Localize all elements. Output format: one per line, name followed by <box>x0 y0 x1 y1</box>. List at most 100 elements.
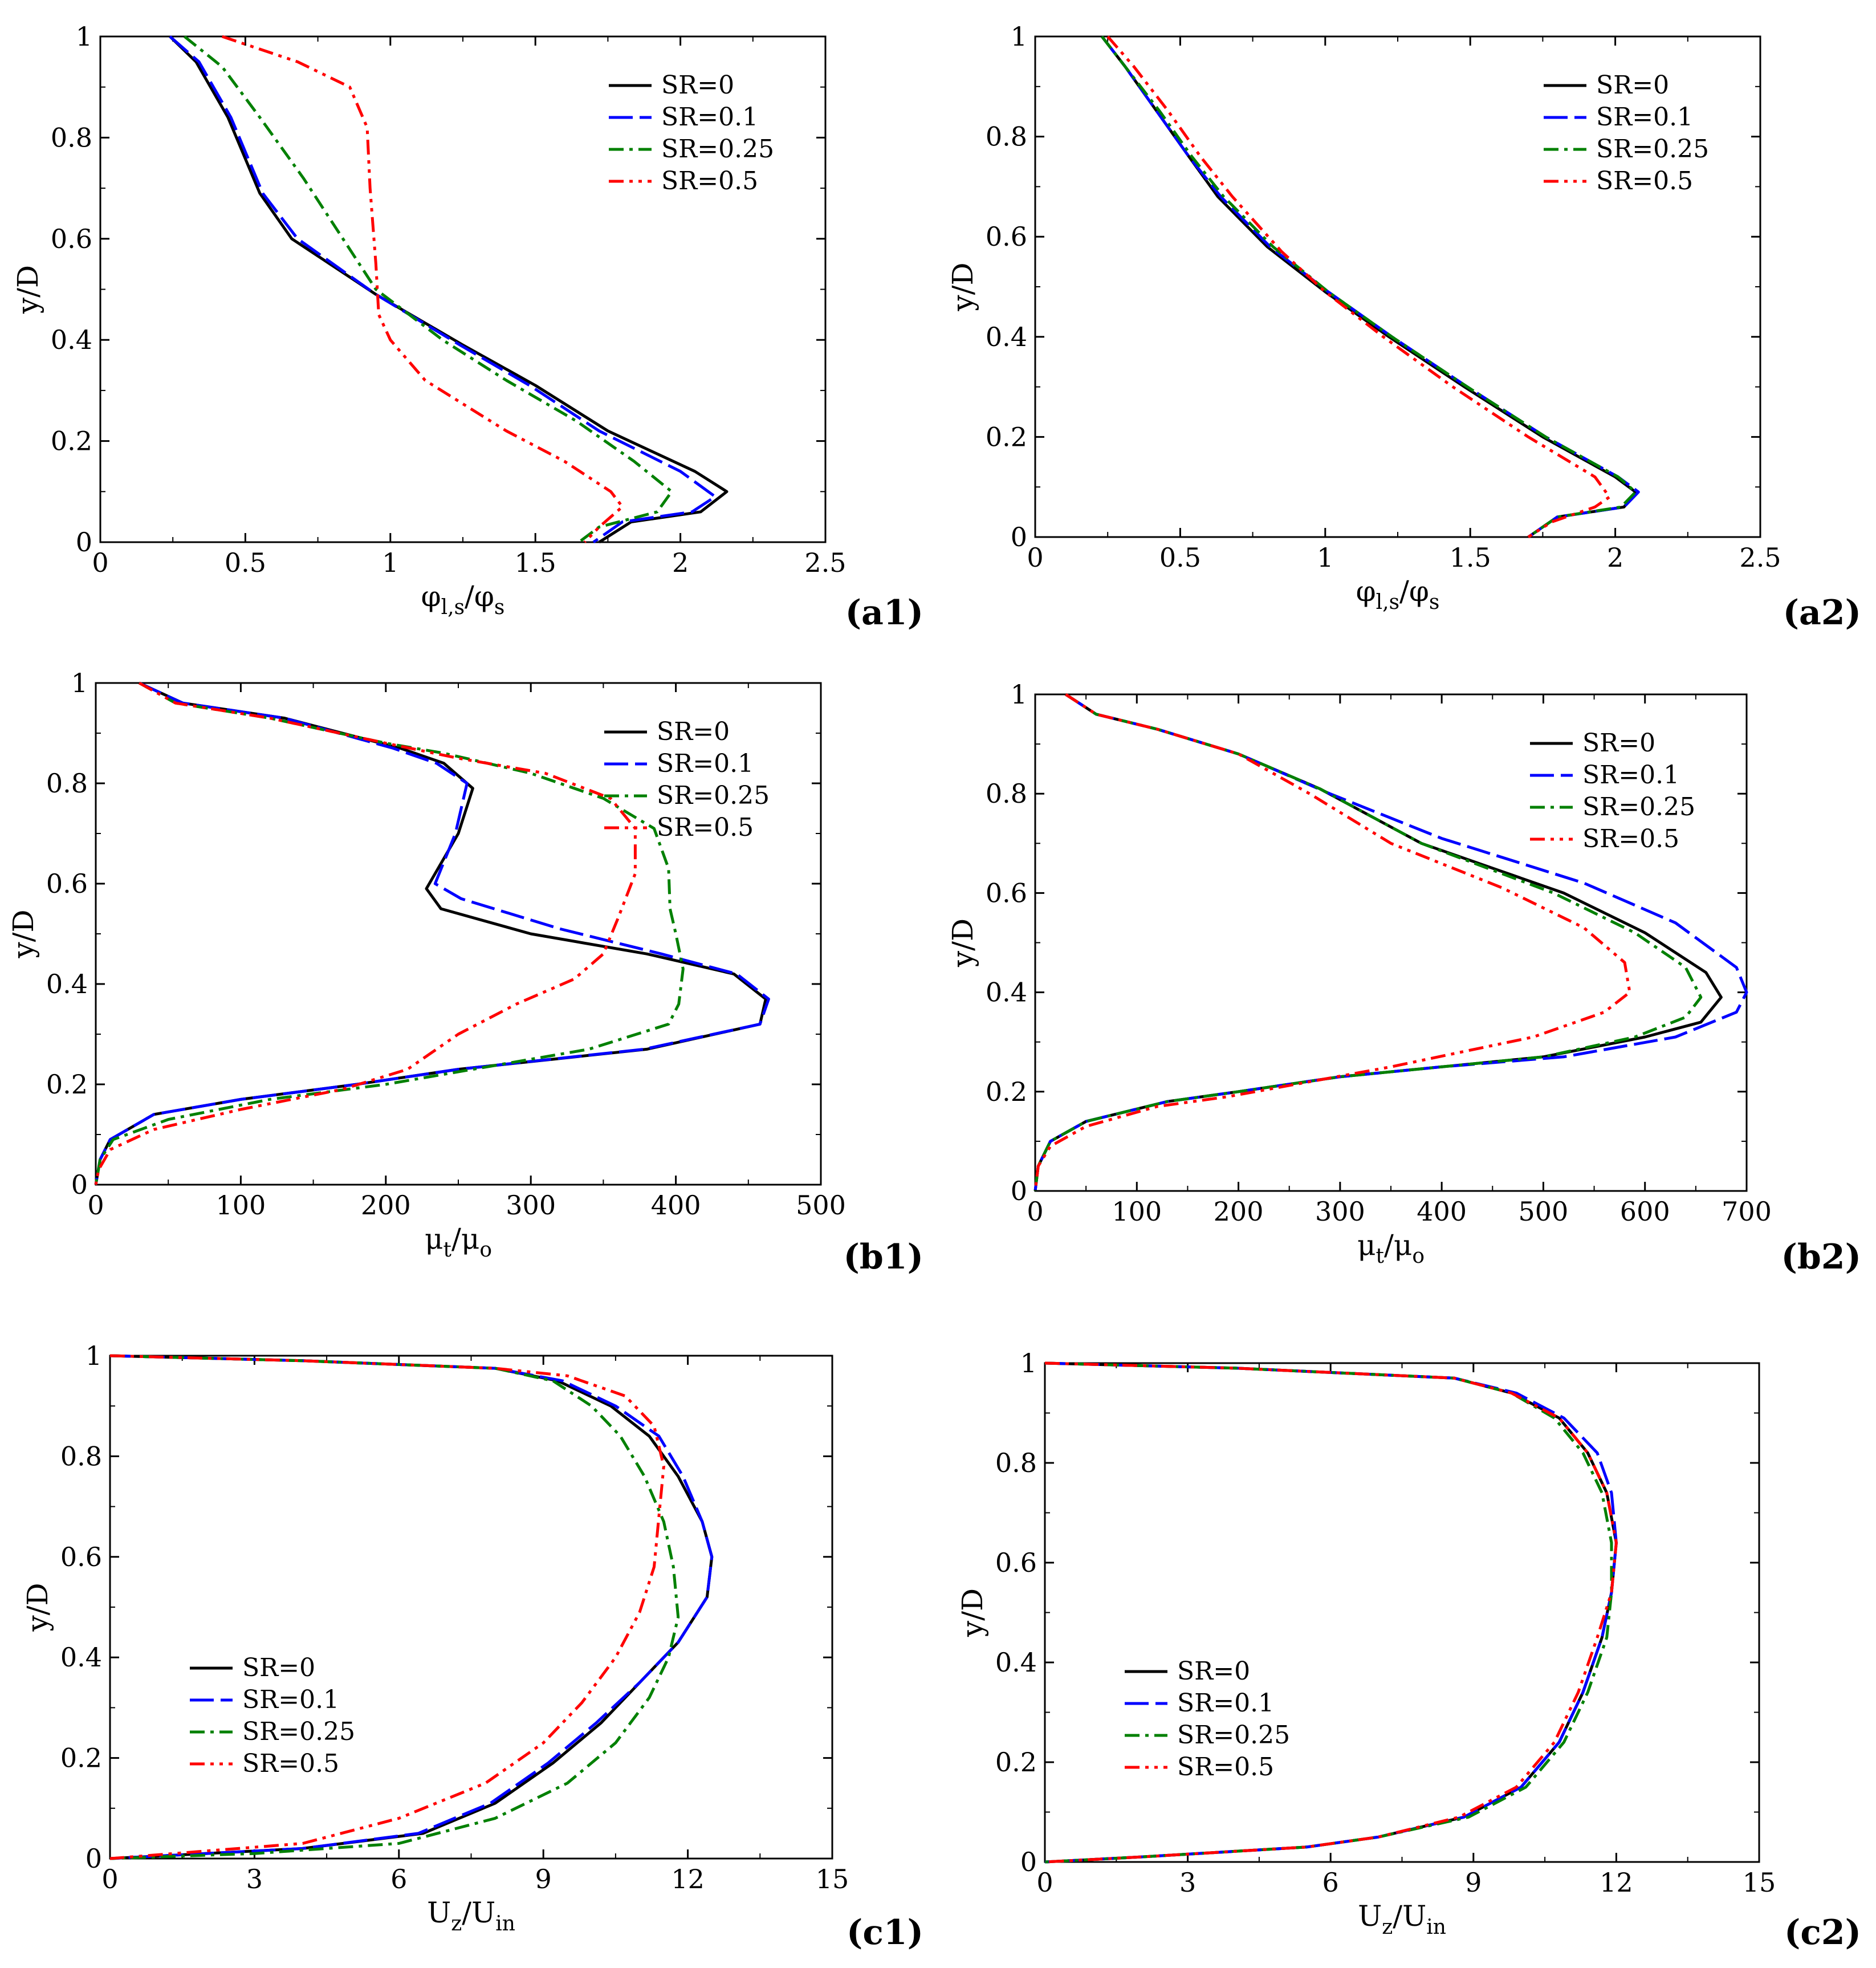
series-line-SR-0_25 <box>94 681 685 1185</box>
series-line-SR-0_5 <box>1033 693 1631 1192</box>
panel-label: (b1) <box>844 1237 923 1277</box>
x-tick-label: 0 <box>1027 1196 1043 1227</box>
series-line-SR-0_5 <box>109 1354 665 1860</box>
y-tick-label: 0 <box>71 1169 88 1200</box>
series-line-SR-0 <box>1044 1361 1618 1864</box>
x-tick-label: 6 <box>1322 1867 1339 1898</box>
y-tick-label: 0 <box>1011 522 1027 552</box>
legend-entry: SR=0.1 <box>657 749 754 778</box>
y-axis-label: y/D <box>7 909 40 958</box>
series-line-SR-0 <box>109 1354 714 1860</box>
legend-entry: SR=0.5 <box>242 1749 339 1778</box>
x-tick-label: 200 <box>1214 1196 1264 1227</box>
legend-entry: SR=0.25 <box>661 135 774 164</box>
y-tick-label: 0.6 <box>60 1542 102 1572</box>
y-tick-label: 0.2 <box>60 1743 102 1774</box>
y-axis-label: y/D <box>11 265 44 314</box>
y-tick-label: 1 <box>76 21 92 52</box>
x-tick-label: 400 <box>1417 1196 1467 1227</box>
legend-entry: SR=0.25 <box>242 1717 355 1746</box>
y-tick-label: 1 <box>86 1340 102 1371</box>
y-tick-label: 0.8 <box>995 1447 1037 1478</box>
x-tick-label: 3 <box>1179 1867 1196 1898</box>
x-tick-label: 500 <box>1519 1196 1569 1227</box>
x-tick-label: 9 <box>535 1864 552 1894</box>
y-axis-label: y/D <box>946 918 979 967</box>
x-tick-label: 2 <box>672 547 689 578</box>
x-tick-label: 0 <box>87 1190 104 1221</box>
legend-entry: SR=0 <box>242 1653 315 1682</box>
x-axis-label: μt/μo <box>425 1222 492 1262</box>
y-axis-label: y/D <box>21 1583 54 1632</box>
x-tick-label: 300 <box>1315 1196 1365 1227</box>
legend-entry: SR=0.25 <box>1177 1721 1290 1750</box>
legend-entry: SR=0 <box>1177 1657 1250 1686</box>
x-axis-label: φl,s/φs <box>421 580 505 619</box>
legend-entry: SR=0.1 <box>242 1685 339 1714</box>
x-tick-label: 1.5 <box>515 547 556 578</box>
legend-entry: SR=0.1 <box>1582 761 1679 790</box>
y-tick-label: 0.8 <box>986 778 1027 809</box>
legend-entry: SR=0.5 <box>1177 1753 1274 1782</box>
chart-a2: 0 0.5 1 1.5 2 2.5 0 0.2 0.4 0.6 0.8 1 y/D φl,s/φs SR=0… <box>946 21 1861 633</box>
legend-entry: SR=0 <box>1582 729 1655 758</box>
y-tick-label: 0.4 <box>986 977 1027 1008</box>
y-tick-label: 0 <box>1020 1847 1037 1877</box>
series-line-SR-0_5 <box>94 681 637 1185</box>
y-tick-label: 0.2 <box>46 1069 88 1100</box>
x-tick-label: 0.5 <box>1159 542 1201 573</box>
y-tick-label: 0.6 <box>986 877 1027 908</box>
y-tick-label: 0.6 <box>986 221 1027 252</box>
y-tick-label: 0.6 <box>46 868 88 899</box>
chart-c1: 0 3 6 9 12 15 0 0.2 0.4 0.6 0.8 1 y/D Uz/Uin SR=0 SR=0.… <box>21 1340 923 1953</box>
x-tick-label: 0 <box>1027 542 1043 573</box>
y-tick-label: 0.4 <box>46 969 88 999</box>
x-tick-label: 9 <box>1465 1867 1482 1898</box>
series-line-SR-0_25 <box>184 35 673 544</box>
y-axis-label: y/D <box>956 1588 989 1637</box>
x-tick-label: 0.5 <box>225 547 266 578</box>
legend-entry: SR=0 <box>661 71 734 100</box>
panel-label: (b2) <box>1781 1237 1861 1277</box>
legend-entry: SR=0.1 <box>661 103 758 132</box>
x-tick-label: 15 <box>816 1864 849 1894</box>
series-line-SR-0_1 <box>1101 35 1640 539</box>
chart-b2: 0 100 200 300 400 500 600 700 0 0.2 0.4 0.6 0.8 1 y/D μ… <box>946 679 1861 1277</box>
y-tick-label: 1 <box>71 668 88 698</box>
series-line-SR-0 <box>169 35 729 544</box>
y-tick-label: 0.2 <box>986 421 1027 452</box>
series-line-SR-0_25 <box>1101 35 1637 539</box>
x-tick-label: 700 <box>1722 1196 1772 1227</box>
series-line-SR-0_25 <box>109 1354 680 1860</box>
legend-entry: SR=0.25 <box>1596 135 1709 164</box>
legend-entry: SR=0.1 <box>1596 103 1693 132</box>
y-tick-label: 0.2 <box>995 1747 1037 1778</box>
y-tick-label: 0 <box>76 527 92 558</box>
x-tick-label: 15 <box>1743 1867 1776 1898</box>
series-line-SR-0_25 <box>1033 693 1703 1192</box>
x-tick-label: 12 <box>671 1864 705 1894</box>
x-tick-label: 500 <box>796 1190 846 1221</box>
series-line-SR-0 <box>1101 35 1637 539</box>
chart-c2: 0 3 6 9 12 15 0 0.2 0.4 0.6 0.8 1 y/D Uz/Uin SR=0 SR=0.… <box>956 1348 1861 1953</box>
series-line-SR-0_5 <box>1044 1361 1618 1864</box>
legend-entry: SR=0.1 <box>1177 1689 1274 1718</box>
y-tick-label: 0.4 <box>51 324 92 355</box>
series-line-SR-0_25 <box>1044 1361 1613 1864</box>
x-tick-label: 6 <box>390 1864 407 1894</box>
y-tick-label: 1 <box>1020 1348 1037 1379</box>
y-tick-label: 0.8 <box>46 768 88 799</box>
y-tick-label: 0.6 <box>995 1547 1037 1578</box>
y-axis-label: y/D <box>946 262 979 311</box>
x-tick-label: 1 <box>1317 542 1333 573</box>
series-line-SR-0_5 <box>221 35 624 543</box>
y-tick-label: 0.8 <box>60 1441 102 1471</box>
series-line-SR-0_1 <box>94 681 770 1185</box>
y-tick-label: 1 <box>1011 21 1027 52</box>
x-tick-label: 2 <box>1607 542 1623 573</box>
plot-frame <box>109 1355 833 1860</box>
x-tick-label: 100 <box>215 1190 266 1221</box>
